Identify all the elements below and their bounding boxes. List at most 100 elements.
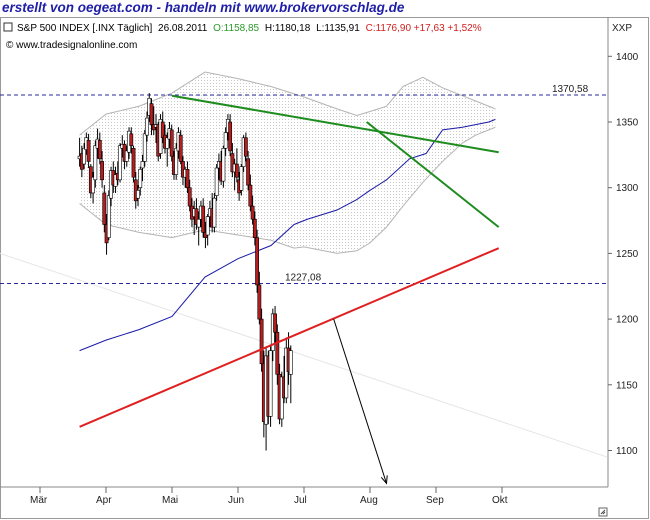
candle-body [257,284,262,320]
candle [257,271,262,325]
candle-body [255,237,259,286]
candle [221,145,226,188]
candle-body [234,163,239,178]
candle [178,129,183,165]
candle-body [259,318,264,365]
candle-body [140,161,145,169]
candle [140,154,145,182]
candle-body [187,187,192,207]
candle-body [178,134,183,162]
candle [185,161,190,193]
projection-arrow-head [380,475,388,485]
candle-body [273,313,277,333]
candle-body [230,153,235,173]
bollinger-upper-line [79,71,496,136]
candle [136,185,140,207]
candle [201,198,206,238]
price-axis: 1100 1150 1200 1250 1300 1350 1400 [608,52,639,457]
candle [145,111,149,142]
header-close-change: C:1176,90 +17,63 +1,52% [366,23,482,34]
candle [268,345,273,427]
candle [169,124,174,162]
candle [118,143,122,183]
candle [214,164,219,201]
candle-body [284,347,289,399]
level-label: 1370,58 [552,84,589,95]
candle [239,164,244,196]
candle [230,143,235,178]
bollinger-band-fill [79,72,496,254]
candle-body [275,331,280,375]
month-label: Jun [228,495,244,506]
candle-body [93,145,98,181]
month-label: Okt [492,495,508,506]
candle-body [228,121,233,152]
candle-body [268,350,273,417]
projection-arrow-line [333,318,387,484]
month-label: Mai [162,495,178,506]
candle-body [201,205,206,233]
candle-body [100,161,104,181]
candle [142,129,147,167]
candle-body [82,147,86,165]
candle-body [131,147,136,178]
candle-body [246,158,251,186]
candle [160,111,165,144]
green-trend-line [171,94,499,154]
red-trend-line [79,247,500,428]
candle-body [239,166,244,191]
price-tick-label: 1350 [616,118,639,129]
candle-body [221,147,226,182]
price-tick-label: 1150 [616,380,638,391]
candle [82,143,86,170]
month-label: Jul [294,495,307,506]
candle [194,198,199,230]
candle [288,345,293,404]
candle [273,305,277,343]
candle [284,337,289,404]
header-date: 26.08.2011 [158,23,208,34]
header-low: L:1135,91 [316,23,360,34]
candle [138,166,143,196]
stock-chart: S&P 500 INDEX [.INX Täglich] 26.08.2011 … [0,17,639,517]
candle [93,140,98,188]
moving-average-line [79,118,496,352]
candle [252,211,257,246]
candle [174,143,179,180]
candle-body [250,205,255,220]
candle-body [91,176,95,194]
price-tick-label: 1300 [616,183,639,194]
candle [129,127,134,154]
candle-body [118,145,122,181]
plot-area: 1370,58 1227,08 [0,71,607,485]
candle-body [165,137,170,149]
candle [212,192,217,233]
candle-body [102,192,107,225]
month-label: Aug [360,495,378,506]
candle [100,150,104,188]
candle [91,171,95,204]
candle-body [97,140,102,160]
candle [205,213,210,246]
candle [228,114,233,157]
candle [255,229,259,293]
candle [223,127,228,157]
candle-body [149,103,154,125]
window-toggle-icon[interactable] [3,22,13,32]
candle [86,133,91,168]
candle-body [243,137,248,157]
price-tick-label: 1200 [616,315,639,326]
faint-trend-line [0,252,607,458]
candle-body [160,121,165,139]
candle [149,98,154,136]
candle-body [169,129,174,157]
month-label: Sep [426,495,444,506]
candle [196,211,201,246]
candle-body [129,133,134,146]
candle-body [205,216,210,236]
candle-body [145,117,149,136]
candle-body [185,169,190,189]
candle [165,132,170,167]
candle-body [174,147,179,175]
candle [246,150,251,191]
